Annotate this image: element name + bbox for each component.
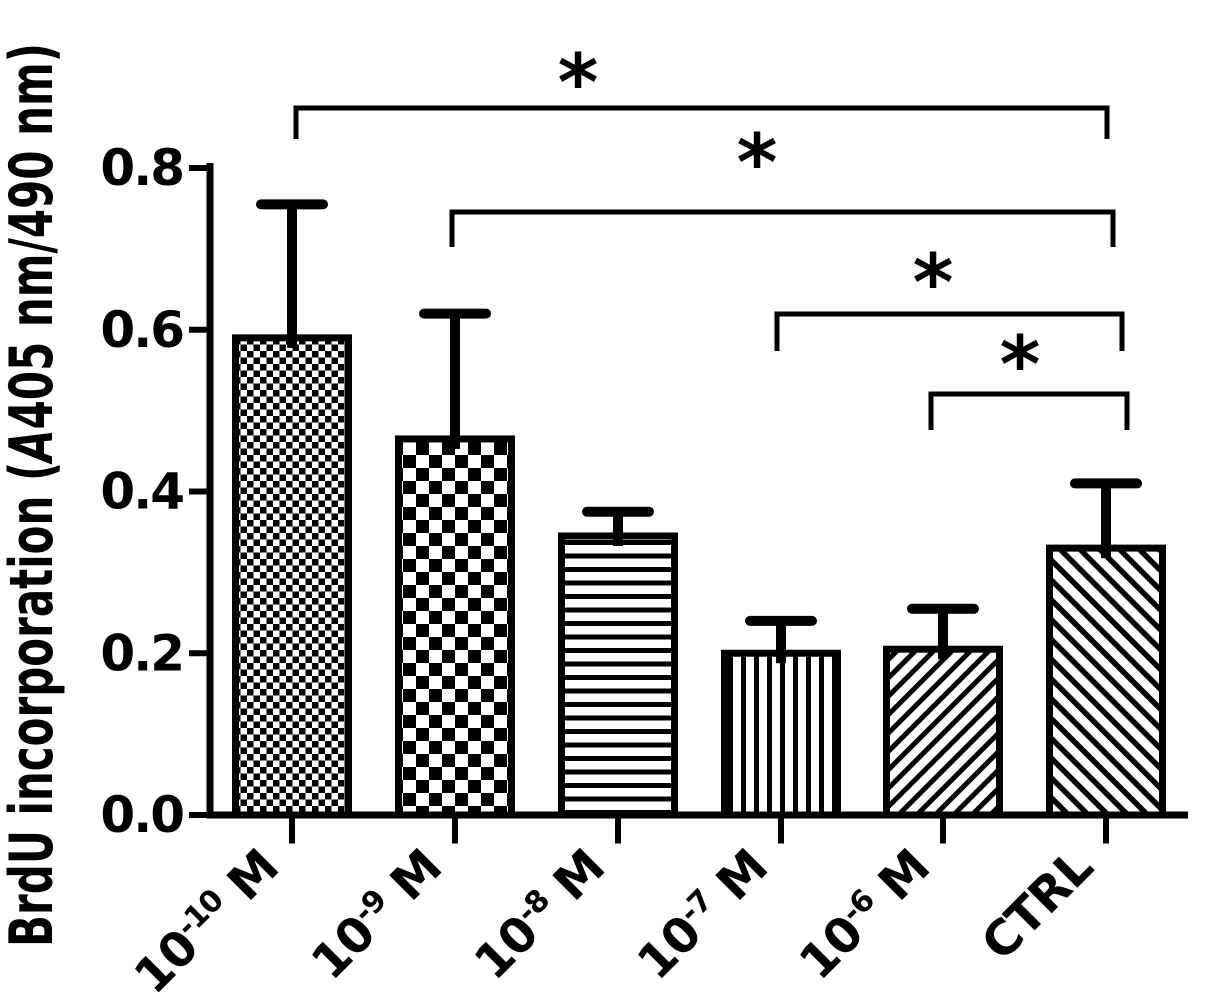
svg-text:CTRL: CTRL — [971, 839, 1104, 972]
y-tick-label-1: 0.2 — [100, 624, 183, 682]
bar-10^-7 M — [721, 649, 841, 819]
svg-text:10-8 M: 10-8 M — [464, 839, 616, 991]
svg-text:10-10 M: 10-10 M — [124, 839, 290, 992]
significance-star-10^-7 M-vs-CTRL: * — [913, 239, 954, 329]
significance-star-10^-9 M-vs-CTRL: * — [737, 119, 778, 209]
y-axis-title: BrdU incorporation (A405 nm/490 nm) — [0, 43, 67, 947]
bar-CTRL — [1046, 544, 1166, 819]
svg-text:10-7 M: 10-7 M — [627, 839, 779, 991]
svg-text:10-9 M: 10-9 M — [301, 839, 453, 991]
y-tick-label-0: 0.0 — [100, 786, 183, 844]
y-tick-label-4: 0.8 — [100, 139, 183, 197]
svg-text:10-6 M: 10-6 M — [789, 839, 941, 991]
significance-star-10^-6 M-vs-CTRL: * — [1000, 321, 1041, 411]
significance-star-10^-10 M-vs-CTRL: * — [558, 39, 599, 129]
bar-10^-10 M — [232, 334, 352, 819]
x-label-10^-7 M: 10-7 M — [627, 839, 779, 991]
x-label-10^-8 M: 10-8 M — [464, 839, 616, 991]
x-label-10^-9 M: 10-9 M — [301, 839, 453, 991]
y-tick-label-3: 0.6 — [100, 301, 183, 359]
x-label-CTRL: CTRL — [971, 839, 1104, 972]
x-label-10^-10 M: 10-10 M — [124, 839, 290, 992]
significance-bracket-10^-6 M-vs-CTRL — [928, 391, 1130, 430]
y-tick-label-2: 0.4 — [100, 463, 183, 521]
bar-10^-6 M — [883, 645, 1003, 819]
bar-10^-8 M — [558, 532, 678, 819]
significance-bracket-10^-9 M-vs-CTRL — [449, 209, 1116, 247]
bar-10^-9 M — [395, 435, 515, 819]
x-label-10^-6 M: 10-6 M — [789, 839, 941, 991]
significance-bracket-10^-7 M-vs-CTRL — [774, 311, 1125, 351]
significance-bracket-10^-10 M-vs-CTRL — [293, 105, 1110, 139]
